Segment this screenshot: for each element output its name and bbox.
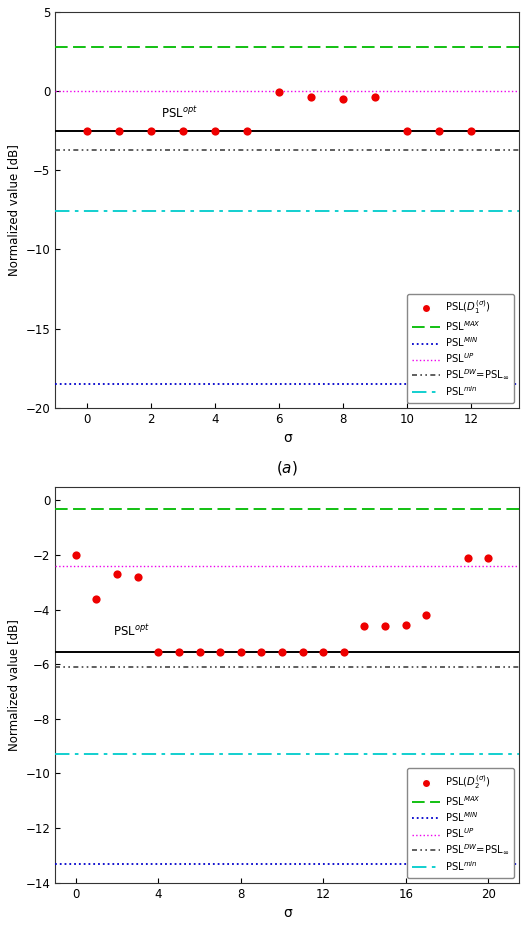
Point [381, 618, 389, 633]
Point [134, 569, 142, 584]
Point [175, 644, 183, 659]
Point [307, 90, 316, 105]
Point [422, 608, 430, 623]
Point [154, 644, 163, 659]
Point [371, 89, 379, 104]
Point [115, 123, 124, 138]
Point [83, 123, 92, 138]
Point [243, 123, 251, 138]
X-axis label: σ: σ [283, 906, 291, 921]
Y-axis label: Normalized value [dB]: Normalized value [dB] [7, 619, 20, 751]
Text: PSL$^{opt}$: PSL$^{opt}$ [161, 106, 198, 121]
Point [467, 123, 476, 138]
Text: $(a)$: $(a)$ [276, 459, 298, 476]
Point [484, 551, 492, 565]
Text: PSL$^{opt}$: PSL$^{opt}$ [113, 623, 150, 639]
Point [179, 123, 187, 138]
Point [211, 123, 219, 138]
Point [435, 123, 443, 138]
Legend: PSL($D_2^{(\sigma)}$), PSL$^{MAX}$, PSL$^{MIN}$, PSL$^{UP}$, PSL$^{DW}$=PSL$_{\i: PSL($D_2^{(\sigma)}$), PSL$^{MAX}$, PSL$… [407, 768, 514, 878]
Point [403, 123, 411, 138]
Legend: PSL($D_1^{(\sigma)}$), PSL$^{MAX}$, PSL$^{MIN}$, PSL$^{UP}$, PSL$^{DW}$=PSL$_{\i: PSL($D_1^{(\sigma)}$), PSL$^{MAX}$, PSL$… [407, 294, 514, 402]
Point [340, 644, 348, 659]
Point [237, 644, 245, 659]
Point [339, 92, 347, 107]
Point [319, 644, 327, 659]
Point [257, 644, 266, 659]
Point [92, 591, 100, 606]
Point [401, 617, 410, 632]
Point [147, 123, 155, 138]
Point [360, 618, 369, 633]
Point [195, 644, 204, 659]
Point [72, 548, 80, 563]
Point [113, 566, 122, 581]
Point [216, 644, 225, 659]
Point [278, 644, 286, 659]
Y-axis label: Normalized value [dB]: Normalized value [dB] [7, 144, 20, 276]
Point [463, 551, 472, 565]
Point [298, 644, 307, 659]
Point [275, 84, 284, 99]
X-axis label: σ: σ [283, 431, 291, 445]
